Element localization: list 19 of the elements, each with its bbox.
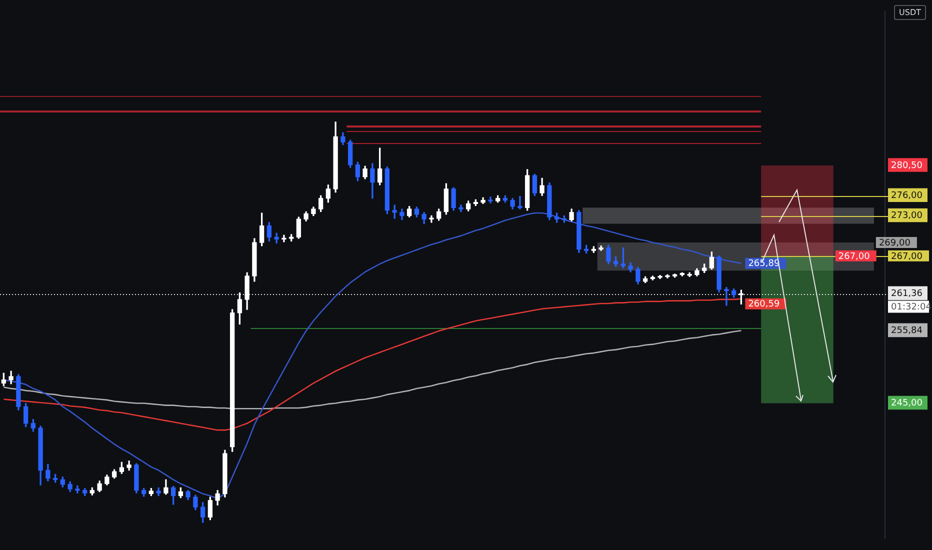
- y-tick-label: 245,00: [891, 398, 923, 409]
- y-tick-label: 280,50: [891, 160, 923, 171]
- band-label: 267,00: [838, 252, 870, 262]
- y-axis-title: USDT: [894, 5, 926, 20]
- candlestick: [282, 234, 286, 242]
- band-label: 269,00: [878, 238, 911, 248]
- candlestick: [274, 232, 279, 244]
- candlestick: [458, 204, 464, 212]
- candlestick: [488, 196, 493, 204]
- y-tick-label: 276,00: [891, 190, 923, 201]
- candlestick: [392, 204, 397, 219]
- y-tick-label: 255,84: [891, 326, 923, 336]
- candlestick: [75, 485, 80, 494]
- candlestick: [724, 287, 729, 306]
- data-label: 260,59: [748, 300, 780, 310]
- candlestick: [518, 196, 522, 210]
- ref-line-label: 267,00: [891, 252, 923, 262]
- y-tick-label: 261,36: [891, 289, 923, 300]
- y-tick-label: 273,00: [891, 211, 923, 222]
